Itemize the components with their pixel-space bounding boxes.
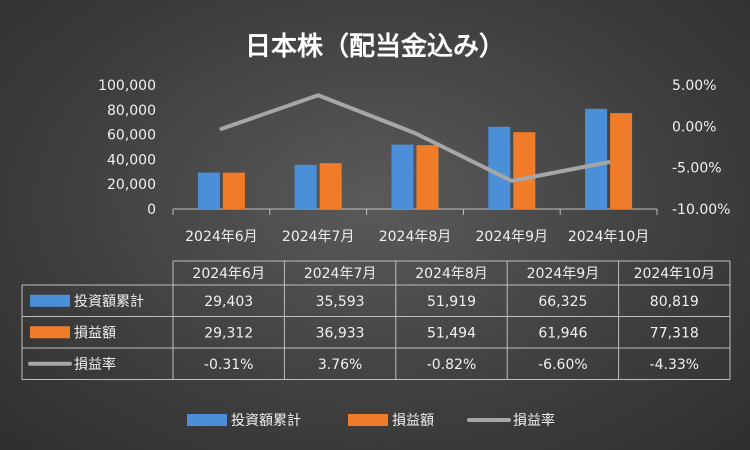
bar bbox=[391, 144, 414, 209]
legend-key bbox=[187, 414, 227, 426]
bar bbox=[585, 108, 608, 209]
line-point bbox=[510, 179, 514, 183]
table-cell: 29,403 bbox=[204, 294, 253, 310]
y-right-tick-label: 0.00% bbox=[672, 119, 716, 135]
bar bbox=[319, 163, 342, 209]
table-row-header: 投資額累計 bbox=[74, 294, 144, 310]
table-header-cell: 2024年8月 bbox=[415, 266, 488, 282]
bar bbox=[513, 132, 536, 209]
legend-label: 投資額累計 bbox=[231, 413, 301, 429]
x-tick-label: 2024年9月 bbox=[476, 229, 549, 245]
line-series bbox=[219, 93, 611, 183]
table-cell: 29,312 bbox=[204, 325, 253, 341]
x-tick-label: 2024年10月 bbox=[568, 229, 649, 245]
bar bbox=[488, 126, 511, 209]
bar bbox=[294, 164, 317, 209]
table-header-cell: 2024年9月 bbox=[527, 266, 600, 282]
bar bbox=[197, 172, 220, 209]
table-cell: -4.33% bbox=[650, 357, 700, 373]
table-cell: 36,933 bbox=[316, 325, 365, 341]
legend-label: 損益率 bbox=[513, 412, 555, 429]
table-header-cell: 2024年10月 bbox=[634, 266, 715, 282]
plot-area: 0 20,000 40,000 60,000 80,000 100,000 5.00% 0.0… bbox=[98, 78, 730, 245]
y-left-tick-label: 80,000 bbox=[107, 103, 156, 119]
y-left-tick-label: 60,000 bbox=[107, 128, 156, 144]
y-right-tick-label: -5.00% bbox=[672, 161, 722, 177]
bar bbox=[610, 113, 633, 209]
line-point bbox=[607, 160, 611, 164]
line-point bbox=[316, 93, 320, 97]
table-row-header: 損益率 bbox=[74, 356, 116, 373]
table-cell: 3.76% bbox=[318, 357, 362, 373]
table-cell: 77,318 bbox=[650, 325, 699, 341]
table-header-cell: 2024年7月 bbox=[304, 266, 377, 282]
table-series-key bbox=[30, 326, 70, 339]
line-point bbox=[219, 127, 223, 131]
table-cell: -0.82% bbox=[427, 357, 477, 373]
table-cell: -0.31% bbox=[204, 357, 254, 373]
table-cell: -6.60% bbox=[538, 357, 588, 373]
data-table: 2024年6月 2024年7月 2024年8月 2024年9月 2024年10月投資額累… bbox=[21, 260, 731, 380]
bar bbox=[222, 172, 245, 209]
table-row-header: 損益額 bbox=[74, 325, 116, 341]
chart-title: 日本株（配当金込み） bbox=[245, 31, 505, 62]
legend: 投資額累計 損益額 損益率 bbox=[187, 412, 555, 429]
table-cell: 61,946 bbox=[538, 325, 587, 341]
legend-label: 損益額 bbox=[392, 413, 434, 429]
y-left-tick-label: 0 bbox=[147, 202, 156, 218]
table-cell: 80,819 bbox=[650, 294, 699, 310]
x-tick-label: 2024年6月 bbox=[185, 229, 258, 245]
table-cell: 35,593 bbox=[316, 294, 365, 310]
bar bbox=[416, 145, 439, 209]
table-series-key bbox=[30, 294, 70, 307]
x-tick-label: 2024年8月 bbox=[379, 229, 452, 245]
y-right-tick-label: 5.00% bbox=[672, 78, 716, 94]
table-cell: 66,325 bbox=[538, 294, 587, 310]
y-left-tick-label: 40,000 bbox=[107, 152, 156, 168]
y-right-tick-label: -10.00% bbox=[672, 202, 730, 218]
line-point bbox=[413, 131, 417, 135]
table-cell: 51,919 bbox=[427, 294, 476, 310]
legend-key bbox=[348, 414, 388, 426]
table-header-cell: 2024年6月 bbox=[192, 266, 265, 282]
y-left-tick-label: 20,000 bbox=[107, 177, 156, 193]
y-left-tick-label: 100,000 bbox=[98, 78, 156, 94]
table-cell: 51,494 bbox=[427, 325, 476, 341]
x-tick-label: 2024年7月 bbox=[282, 229, 355, 245]
